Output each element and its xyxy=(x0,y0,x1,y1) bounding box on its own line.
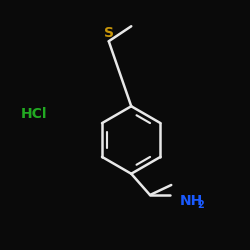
Text: 2: 2 xyxy=(198,200,204,210)
Text: NH: NH xyxy=(180,194,203,208)
Text: HCl: HCl xyxy=(21,107,48,121)
Text: S: S xyxy=(104,26,114,40)
